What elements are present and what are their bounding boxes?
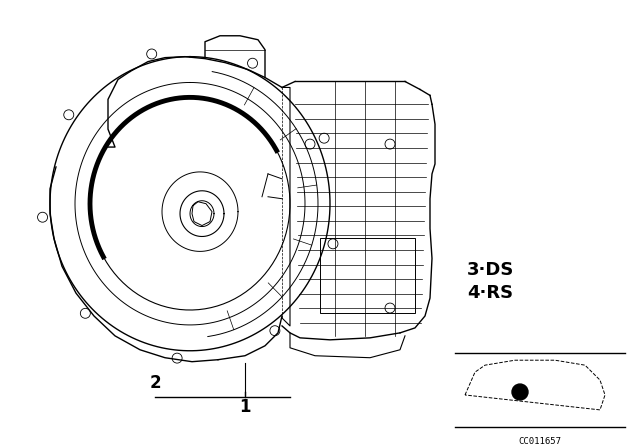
- Bar: [320, 238, 415, 313]
- Text: 4·RS: 4·RS: [467, 284, 513, 302]
- Text: 3·DS: 3·DS: [467, 261, 514, 279]
- Text: 1: 1: [239, 398, 251, 416]
- Text: CC011657: CC011657: [518, 437, 561, 446]
- Text: 2: 2: [149, 374, 161, 392]
- Circle shape: [512, 384, 528, 400]
